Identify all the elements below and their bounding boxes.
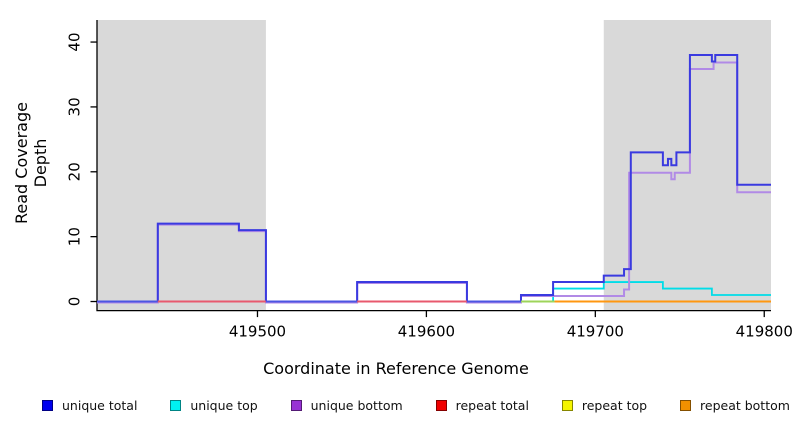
legend-item-repeat-top: repeat top	[561, 398, 648, 413]
legend-swatch-icon	[42, 400, 53, 411]
legend-label: repeat top	[581, 398, 648, 413]
legend-swatch-icon	[435, 400, 447, 411]
x-tick-label: 419500	[229, 323, 286, 341]
axis-lines	[96, 20, 771, 312]
y-axis-title: Read Coverage Depth	[12, 102, 50, 224]
legend-item-repeat-bottom: repeat bottom	[680, 398, 790, 413]
shaded-repeat-region	[97, 20, 266, 311]
legend-label: unique top	[190, 398, 258, 413]
legend-swatch-icon	[680, 400, 692, 411]
x-tick-label: 419800	[736, 323, 792, 341]
legend-label: unique bottom	[310, 398, 403, 413]
legend-swatch-icon	[561, 400, 573, 411]
plot-legend: unique total unique top unique bottom repea…	[42, 398, 790, 413]
y-tick-label: 20	[66, 162, 84, 181]
x-tick-label: 419700	[567, 323, 624, 341]
legend-swatch-icon	[290, 400, 302, 411]
x-axis-title: Coordinate in Reference Genome	[263, 359, 529, 378]
legend-label: repeat bottom	[700, 398, 790, 413]
y-tick-label: 40	[66, 33, 84, 52]
legend-swatch-icon	[170, 400, 182, 411]
legend-item-repeat-total: repeat total	[435, 398, 529, 413]
y-tick-label: 30	[66, 97, 84, 116]
legend-label: repeat total	[455, 398, 529, 413]
y-tick-label: 0	[66, 297, 84, 307]
x-tick-label: 419600	[398, 323, 455, 341]
legend-label: unique total	[62, 398, 138, 413]
legend-item-unique-total: unique total	[42, 398, 137, 413]
legend-item-unique-bottom: unique bottom	[290, 398, 403, 413]
legend-item-unique-top: unique top	[170, 398, 258, 413]
y-tick-label: 10	[66, 227, 84, 246]
